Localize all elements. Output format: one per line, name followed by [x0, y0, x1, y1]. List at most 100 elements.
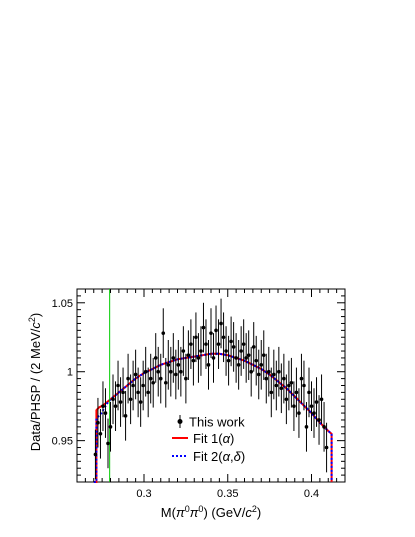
data-point — [96, 420, 100, 425]
y-tick-label: 1.05 — [52, 298, 73, 310]
data-point — [229, 339, 233, 344]
data-point — [219, 321, 223, 326]
x-tick-label: 0.35 — [217, 488, 238, 500]
data-point — [319, 397, 324, 402]
data-point — [191, 358, 196, 363]
legend: This work Fit 1(α) Fit 2(α,δ) — [172, 415, 245, 464]
data-point — [206, 363, 211, 367]
data-point — [284, 397, 289, 402]
data-point — [186, 353, 191, 357]
data-point — [136, 390, 140, 395]
x-tick-label: 0.4 — [304, 488, 319, 500]
data-point — [123, 414, 128, 418]
data-point — [274, 383, 279, 388]
x-axis-ticks: 0.3 0.35 0.4 — [76, 289, 346, 500]
data-point — [244, 356, 248, 360]
data-point — [179, 369, 183, 374]
data-point — [297, 411, 301, 415]
data-point — [272, 372, 276, 377]
data-point — [259, 363, 264, 367]
data-point — [106, 441, 110, 446]
data-point — [234, 356, 238, 360]
data-point — [324, 445, 329, 450]
data-point — [199, 349, 203, 353]
data-point — [299, 376, 304, 381]
data-point — [249, 369, 253, 374]
data-point — [254, 358, 259, 363]
data-point — [148, 376, 153, 381]
data-point — [312, 411, 316, 415]
x-tick-label: 0.3 — [136, 488, 151, 500]
data-points — [93, 298, 329, 480]
data-point — [196, 356, 201, 360]
data-point — [118, 400, 123, 404]
data-point — [314, 400, 319, 404]
data-point — [307, 390, 311, 395]
data-point — [292, 404, 296, 408]
data-point — [211, 356, 216, 360]
data-point — [128, 397, 133, 402]
data-point — [166, 363, 171, 367]
data-point — [143, 369, 148, 374]
data-point — [181, 349, 186, 353]
data-point — [309, 404, 314, 408]
legend-label-fit1: Fit 1(α) — [193, 431, 234, 446]
y-tick-label: 0.95 — [52, 436, 73, 448]
data-point — [116, 383, 120, 388]
y-axis-ticks: 0.95 1 1.05 — [52, 288, 345, 483]
data-point — [108, 425, 113, 429]
x-axis-label: M(π0π0) (GeV/c2) — [161, 504, 261, 520]
data-point — [163, 380, 168, 385]
data-point — [322, 425, 326, 429]
data-point — [251, 345, 256, 349]
legend-entry-this-work: This work — [177, 415, 245, 430]
data-point — [289, 380, 294, 385]
data-point — [176, 363, 181, 367]
data-point — [304, 425, 309, 429]
legend-label-fit2: Fit 2(α,δ) — [193, 449, 245, 464]
data-point — [239, 349, 243, 353]
data-point — [174, 372, 178, 377]
data-point — [161, 331, 166, 335]
data-point — [209, 331, 213, 335]
data-point — [158, 376, 163, 381]
y-axis-label: Data/PHSP / (2 MeV/c2) — [27, 313, 43, 451]
data-point — [131, 383, 135, 388]
data-point — [93, 452, 98, 457]
data-point — [261, 353, 266, 357]
data-point — [287, 383, 291, 388]
data-point — [216, 342, 221, 346]
data-point — [126, 376, 130, 381]
data-point — [138, 400, 143, 404]
data-point — [189, 342, 193, 346]
data-point — [146, 390, 150, 395]
data-point — [113, 404, 118, 408]
data-point — [98, 431, 103, 436]
legend-entry-fit2: Fit 2(α,δ) — [172, 449, 245, 464]
data-point — [194, 335, 198, 340]
data-point — [279, 386, 284, 391]
data-point — [201, 325, 206, 330]
data-point — [169, 369, 173, 374]
data-point — [204, 342, 208, 346]
data-point — [231, 345, 236, 349]
legend-entry-fit1: Fit 1(α) — [172, 431, 234, 446]
data-point — [101, 404, 105, 408]
data-point — [266, 369, 271, 374]
y-tick-label: 1 — [67, 367, 73, 379]
data-point — [256, 372, 261, 377]
data-point — [294, 390, 299, 395]
data-point — [282, 376, 286, 381]
data-point — [224, 349, 228, 353]
data-point — [214, 328, 218, 333]
data-point — [151, 380, 156, 385]
data-point — [153, 356, 158, 360]
data-point — [184, 376, 188, 381]
data-point — [264, 376, 269, 381]
data-point — [221, 335, 226, 340]
data-point — [171, 356, 176, 360]
data-point — [133, 372, 138, 377]
data-point — [241, 342, 246, 346]
legend-label-this-work: This work — [189, 415, 245, 430]
